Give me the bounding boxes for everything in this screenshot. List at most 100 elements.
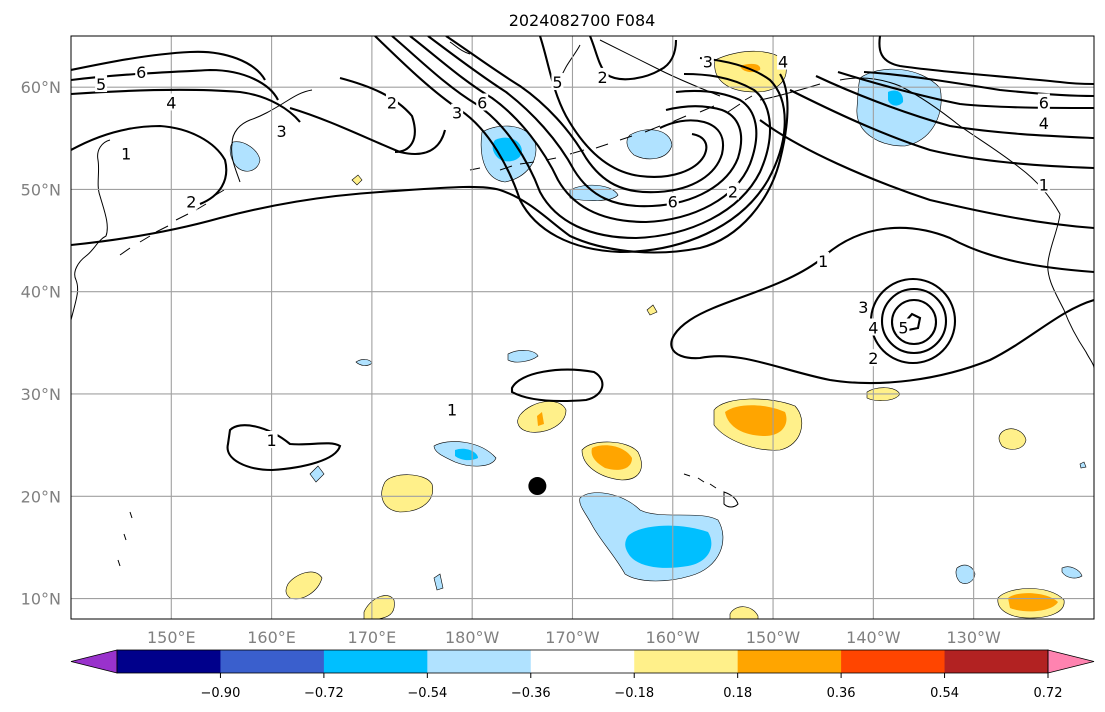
coastline-hawaii [683, 473, 739, 508]
contour-label: 4 [1039, 114, 1049, 133]
contour-low-4 [890, 298, 938, 346]
contour-label-bg [446, 400, 459, 418]
shade-blue-kamchatka [229, 141, 261, 172]
lon-tick-label: 130°W [946, 628, 1001, 647]
lon-tick-label: 170°E [348, 628, 397, 647]
contour-label-bg [1037, 113, 1050, 131]
contour-line-1-west [71, 124, 228, 205]
contour-label: 1 [818, 252, 828, 271]
contour-line-1-28n [510, 368, 604, 403]
contour-label-bg [867, 318, 880, 336]
contour-line-east-5 [863, 70, 1094, 98]
longitude-axis: 150°E 160°E 170°E 180°W 170°W 160°W 150°W 140°W… [147, 628, 1001, 647]
coastline-na-west [1047, 213, 1094, 369]
colorbar-extend-low [70, 649, 118, 674]
colorbar-tick-label: 0.72 [1034, 686, 1063, 701]
coastline-asia [71, 139, 111, 321]
lon-tick-label: 160°E [247, 628, 296, 647]
shade-yellow-tiny-38n [646, 304, 658, 316]
lat-tick-label: 40°N [21, 283, 61, 302]
shade-blue-alaska [856, 68, 942, 147]
shade-yellow-24n-125w [998, 428, 1027, 450]
contour-label: 2 [597, 68, 607, 87]
contour-label: 5 [552, 73, 562, 92]
contour-label-bg [817, 252, 830, 270]
contour-line-2-ridge [339, 76, 416, 154]
lat-tick-label: 50°N [21, 180, 61, 199]
contour-label-bg [777, 52, 790, 70]
colorbar-tick-label: −0.36 [511, 686, 551, 701]
shade-orange-10n-125w [1008, 593, 1058, 612]
contour-line-5-west [71, 68, 279, 101]
colorbar-tick-label: 0.54 [930, 686, 959, 701]
map-frame [70, 35, 1095, 620]
contour-label-bg [857, 298, 870, 316]
contour-label: 1 [1039, 175, 1049, 194]
contour-label: 2 [387, 93, 397, 112]
contour-label: 4 [778, 53, 788, 72]
contour-label-bg [135, 62, 148, 80]
shade-yellow-tiny-170e [351, 174, 363, 186]
shade-blue-aleutian [626, 129, 673, 160]
contour-label-bg [451, 103, 464, 121]
coastline-kurils [119, 189, 225, 256]
colorbar-tick-label: 0.36 [827, 686, 856, 701]
contour-line-trough-5 [445, 36, 724, 194]
contour-label: 6 [136, 63, 146, 82]
contour-label-bg [275, 122, 288, 140]
lat-tick-label: 20°N [21, 487, 61, 506]
colorbar-frame [116, 649, 1049, 674]
contour-label-bg [551, 73, 564, 91]
contour-label: 6 [668, 193, 678, 212]
coastline-kamchatka [231, 89, 313, 183]
shade-yellow-21n-165e [381, 474, 433, 513]
contour-line-ridge-north [589, 36, 678, 81]
shade-orange-25n-160w [591, 445, 632, 470]
colorbar-segment [220, 650, 325, 673]
shade-yellow-12n-155e [285, 571, 323, 600]
gridlines [71, 36, 1094, 619]
contour-label-bg [701, 52, 714, 70]
contour-label: 1 [266, 431, 276, 450]
shade-blue-23n [309, 465, 325, 483]
contour-line-6-west [71, 50, 266, 81]
contour-line-3-ridge [289, 106, 447, 155]
colorbar-segment [117, 650, 221, 673]
lon-tick-label: 160°W [646, 628, 701, 647]
colorbar-segment [944, 650, 1049, 673]
contour-label: 6 [1039, 93, 1049, 112]
contour-label-bg [1037, 93, 1050, 111]
lon-tick-label: 140°W [846, 628, 901, 647]
lat-tick-label: 60°N [21, 78, 61, 97]
contour-line-east-1 [759, 119, 1094, 230]
contour-label-bg [666, 192, 679, 210]
colorbar-segment [841, 650, 946, 673]
contour-label-bg [95, 75, 108, 93]
location-marker [528, 477, 547, 496]
shade-orange-150w [725, 405, 787, 436]
contour-label-bg [120, 144, 133, 162]
contour-label: 6 [477, 93, 487, 112]
colorbar-tick-label: 0.18 [723, 686, 752, 701]
contour-label: 4 [868, 319, 878, 338]
contour-label-bg [726, 182, 739, 200]
contour-line-east-6 [878, 36, 1094, 86]
colorbar-segment [427, 650, 532, 673]
colorbar-tick-label: −0.54 [407, 686, 447, 701]
contour-label-bg [185, 192, 198, 210]
contour-line-trough-3 [409, 36, 758, 224]
contour-label-bg [1037, 175, 1050, 193]
colorbar: −0.90 −0.72 −0.54 −0.36 −0.18 0.18 0.36 0.54 0.7… [70, 649, 1095, 701]
contour-label: 3 [858, 298, 868, 317]
shade-blue-tiny-22n [1079, 461, 1087, 469]
contour-line-east-2 [789, 89, 1094, 170]
lon-tick-label: 170°W [545, 628, 600, 647]
coastline-japan-islands [117, 511, 133, 567]
contour-label: 2 [868, 349, 878, 368]
contour-label-bg [265, 431, 278, 449]
lon-tick-label: 150°W [746, 628, 801, 647]
shade-blue-12n-135w [955, 564, 976, 584]
